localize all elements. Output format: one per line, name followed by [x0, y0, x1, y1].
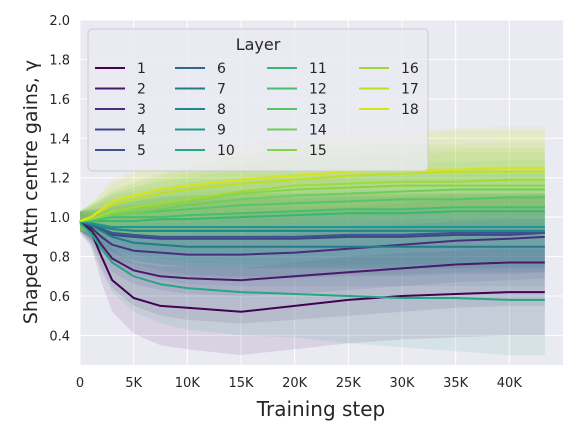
- series-line-layer-15: [79, 184, 545, 223]
- x-tick-labels: 0 5K 10K 15K 20K 25K 30K 35K 40K: [76, 376, 522, 391]
- x-tick-label: 40K: [497, 376, 523, 391]
- y-tick-label: 1.0: [49, 211, 70, 226]
- legend-label-layer-11: 11: [309, 61, 327, 77]
- y-tick-label: 1.6: [49, 93, 70, 108]
- legend-box: [87, 28, 429, 172]
- series-line-layer-18: [79, 166, 545, 223]
- series-line-layer-2: [79, 220, 545, 282]
- band-layer-1: [80, 213, 545, 356]
- legend-label-layer-3: 3: [137, 102, 146, 118]
- y-tick-label: 0.8: [49, 251, 70, 266]
- x-tick-label: 10K: [175, 376, 201, 391]
- legend-label-layer-2: 2: [137, 82, 146, 98]
- series-line-layer-7: [79, 220, 545, 248]
- legend-title: Layer: [236, 35, 281, 54]
- y-tick-label: 2.0: [49, 14, 70, 29]
- legend-label-layer-5: 5: [137, 143, 146, 159]
- legend-label-layer-1: 1: [137, 61, 146, 77]
- legend-label-layer-17: 17: [401, 82, 419, 98]
- series-line-layer-16: [79, 178, 545, 223]
- series-line-layer-9: [79, 220, 545, 228]
- y-tick-label: 1.8: [49, 53, 70, 68]
- series-line-layer-1: [79, 222, 545, 313]
- x-tick-label: 0: [76, 376, 84, 391]
- y-tick-label: 0.6: [49, 290, 70, 305]
- y-tick-labels: 0.4 0.6 0.8 1.0 1.2 1.4 1.6 1.8 2.0: [49, 14, 70, 344]
- band-layer-10: [80, 213, 545, 356]
- series-line-layer-8: [79, 220, 545, 232]
- band-layer-13: [80, 160, 545, 241]
- legend-label-layer-9: 9: [217, 123, 226, 139]
- legend-label-layer-10: 10: [217, 143, 235, 159]
- series-line-layer-10: [79, 222, 545, 301]
- series-line-layer-11: [80, 210, 545, 223]
- legend-label-layer-8: 8: [217, 102, 226, 118]
- series-line-layer-12: [80, 206, 545, 223]
- series-line-layer-5: [79, 220, 545, 238]
- y-tick-label: 0.4: [49, 329, 70, 344]
- x-tick-label: 35K: [443, 376, 469, 391]
- legend-label-layer-16: 16: [401, 61, 419, 77]
- legend-label-layer-14: 14: [309, 123, 327, 139]
- band-layer-16: [80, 142, 545, 233]
- legend-label-layer-6: 6: [217, 61, 226, 77]
- x-tick-label: 25K: [336, 376, 362, 391]
- series-line-layer-3: [79, 220, 545, 256]
- y-tick-label: 1.2: [49, 172, 70, 187]
- legend-label-layer-13: 13: [309, 102, 327, 118]
- legend-label-layer-18: 18: [401, 102, 419, 118]
- y-tick-label: 1.4: [49, 132, 70, 147]
- x-tick-label: 30K: [389, 376, 415, 391]
- legend-label-layer-7: 7: [217, 82, 226, 98]
- x-tick-label: 15K: [228, 376, 254, 391]
- legend-label-layer-12: 12: [309, 82, 327, 98]
- legend-label-layer-15: 15: [309, 143, 327, 159]
- band-layer-11: [80, 173, 545, 253]
- x-tick-label: 5K: [125, 376, 142, 391]
- y-axis-label: Shaped Attn centre gains, γ: [20, 60, 42, 324]
- x-tick-label: 20K: [282, 376, 308, 391]
- x-axis-label: Training step: [256, 397, 386, 421]
- legend-label-layer-4: 4: [137, 123, 146, 139]
- series-lines: [79, 166, 545, 313]
- series-line-layer-17: [79, 170, 545, 223]
